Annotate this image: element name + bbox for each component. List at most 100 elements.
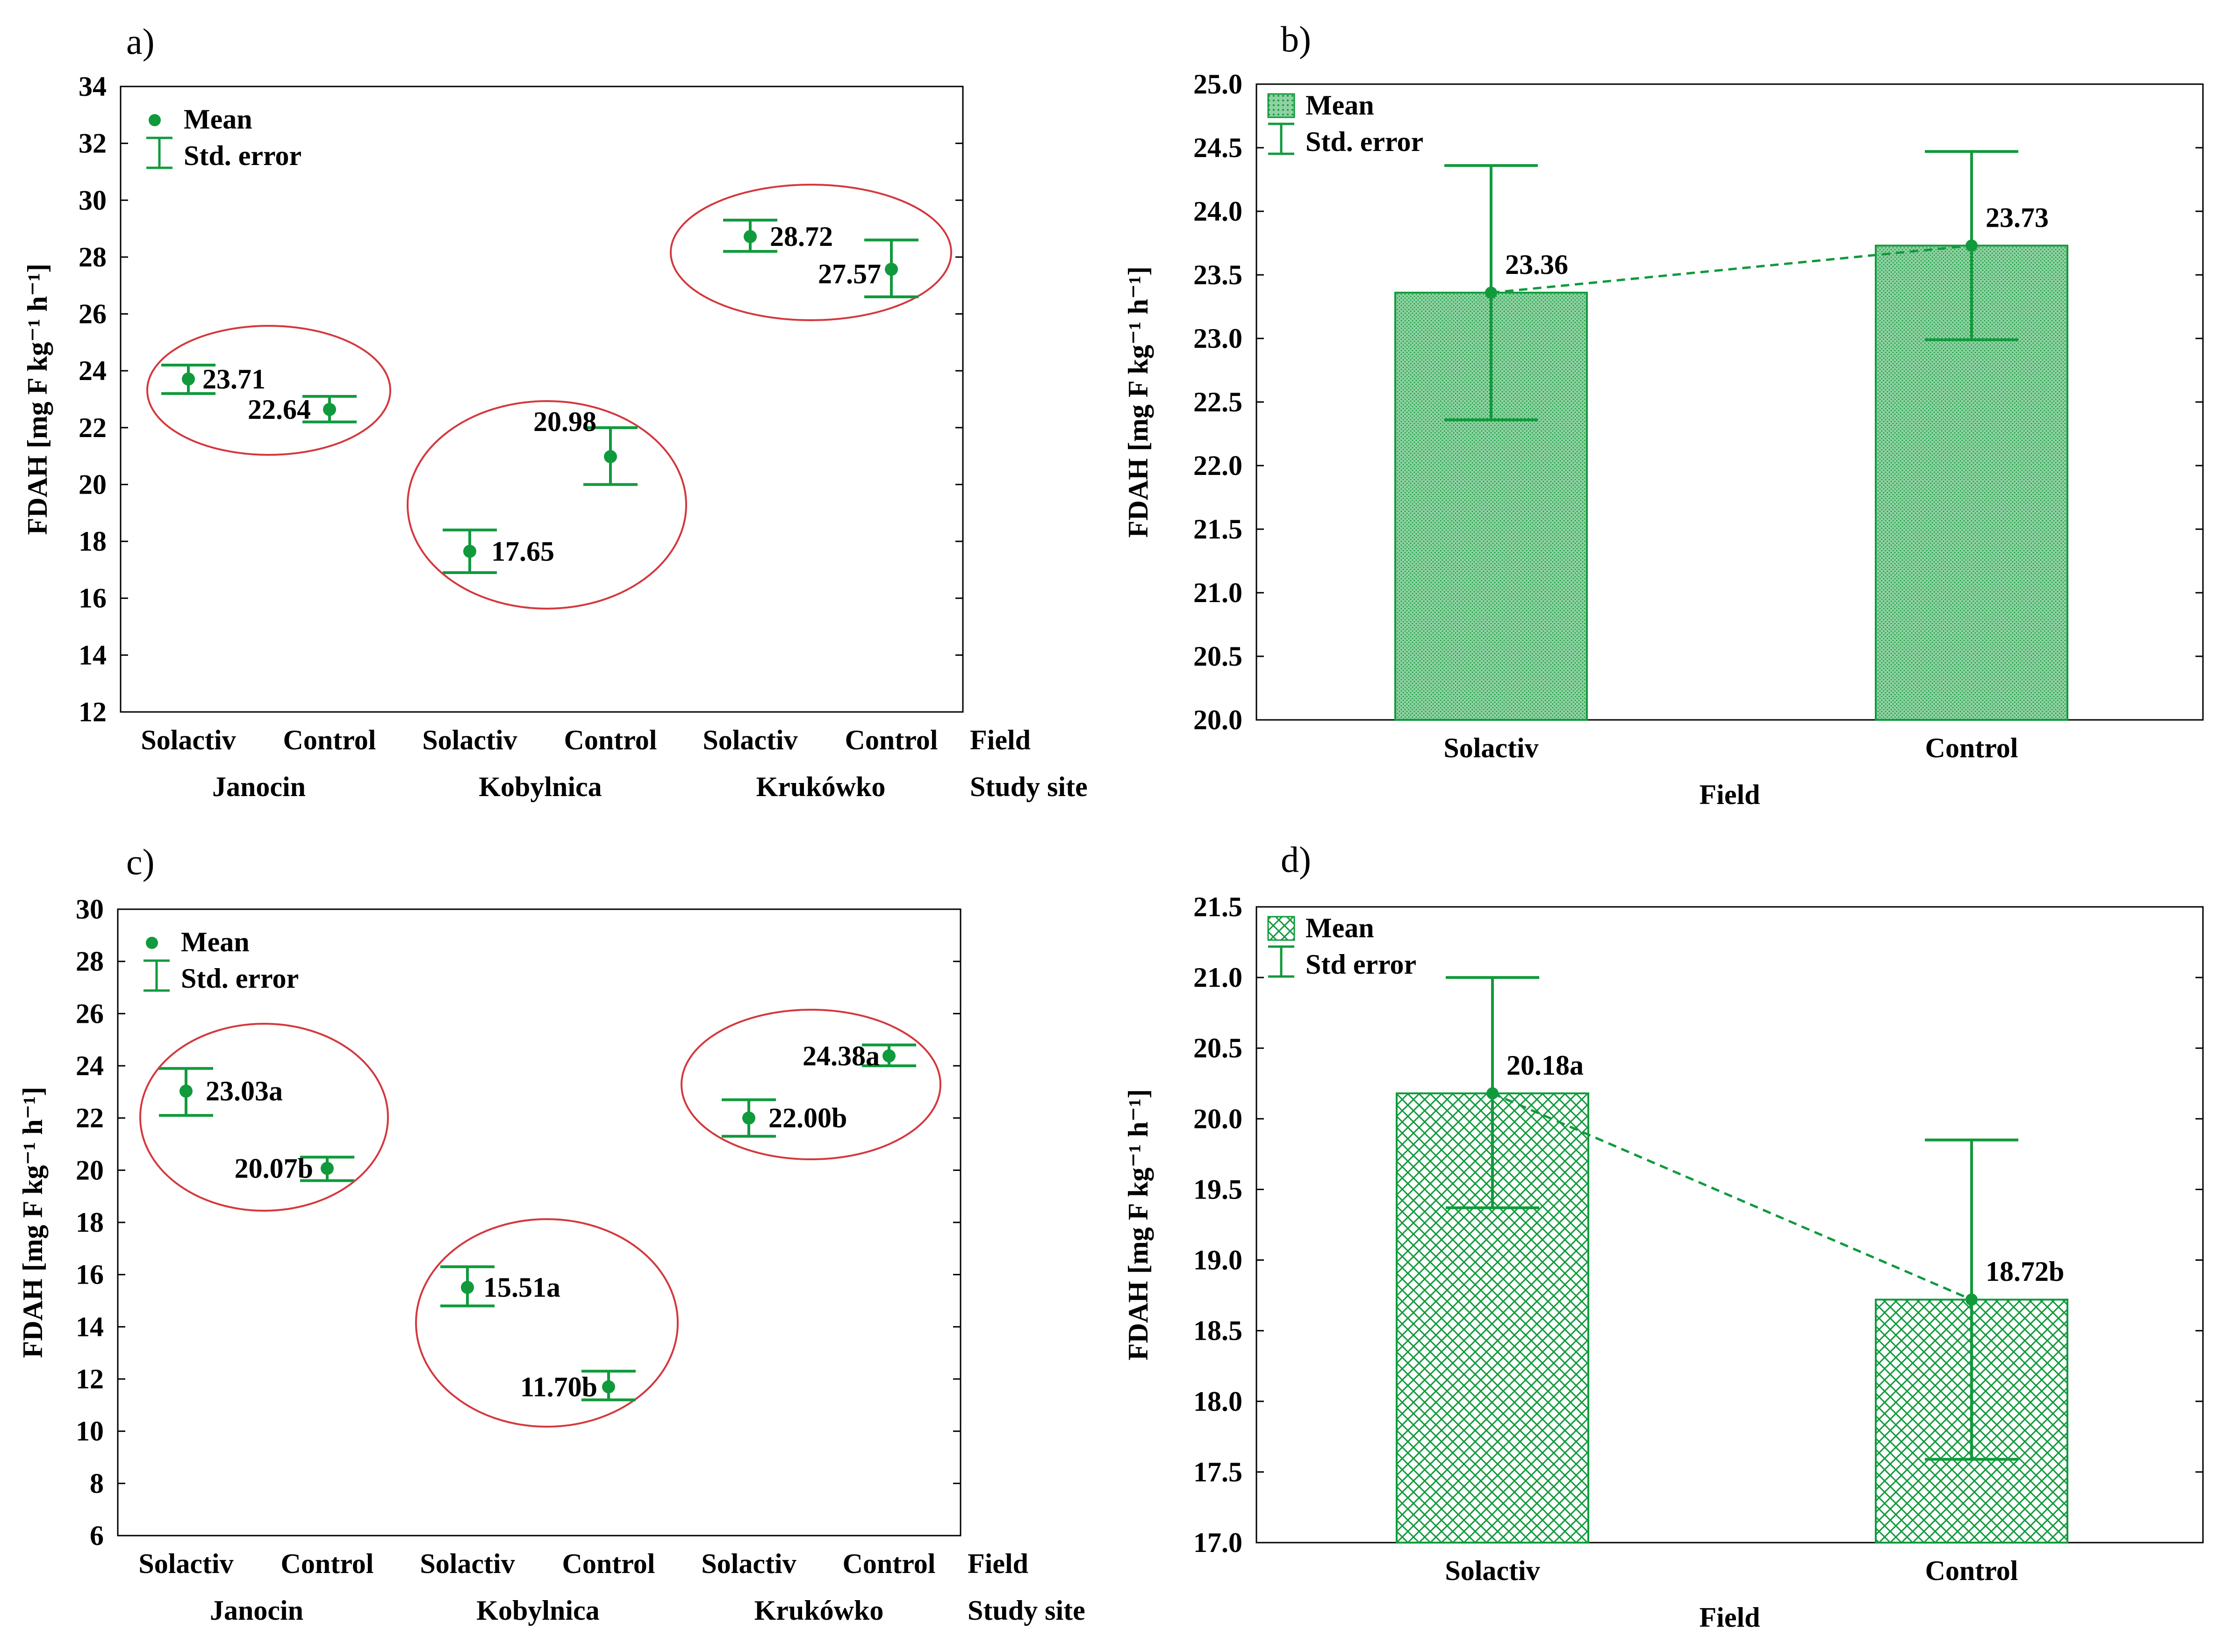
mean-point <box>1485 287 1497 299</box>
mean-point <box>602 1380 615 1393</box>
y-tick-label: 34 <box>79 71 107 102</box>
group-ellipse <box>681 1009 941 1160</box>
legend-err-label: Std. error <box>184 140 301 171</box>
panel-c-letter: c) <box>126 841 155 882</box>
y-axis-label: FDAH [mg F kg⁻¹ h⁻¹] <box>1123 1089 1154 1360</box>
y-tick-label: 26 <box>79 299 107 330</box>
x-group-label: Kobylnica <box>479 771 602 802</box>
x-category-label: Control <box>564 725 657 755</box>
y-tick-label: 18 <box>76 1207 104 1238</box>
y-tick-label: 32 <box>79 128 107 159</box>
data-label: 20.98 <box>533 406 596 437</box>
data-label: 23.71 <box>202 364 265 395</box>
group-ellipse <box>670 184 952 321</box>
y-tick-label: 21.5 <box>1193 891 1242 922</box>
x-group-label: Kobylnica <box>476 1595 599 1626</box>
y-axis-label: FDAH [mg F kg⁻¹ h⁻¹] <box>22 264 53 535</box>
y-tick-label: 20.5 <box>1193 1033 1242 1063</box>
x-group-label: Janocin <box>210 1595 303 1626</box>
y-axis-label: FDAH [mg F kg⁻¹ h⁻¹] <box>17 1087 48 1358</box>
y-tick-label: 22.5 <box>1193 387 1242 417</box>
group-ellipse <box>407 400 687 610</box>
mean-point <box>463 545 476 558</box>
plot-b: 20.0 20.5 21.0 21.5 22.0 22.5 23.0 23.5 24.0 24.5… <box>1123 69 2204 810</box>
y-tick-label: 22.0 <box>1193 450 1242 481</box>
legend-err-label: Std error <box>1306 949 1416 980</box>
data-label: 20.18a <box>1506 1050 1584 1081</box>
y-tick-label: 22 <box>79 412 107 443</box>
legend-mean-label: Mean <box>181 927 250 957</box>
mean-point <box>1486 1087 1499 1099</box>
y-tick-label: 12 <box>76 1364 104 1394</box>
mean-connector-line <box>1491 244 1972 294</box>
x-category-label: Solactiv <box>420 1548 515 1579</box>
x-category-label: Control <box>843 1548 936 1579</box>
x-category-label: Control <box>562 1548 655 1579</box>
y-tick-label: 20.5 <box>1193 641 1242 672</box>
panel-a-letter: a) <box>126 21 155 62</box>
mean-point <box>604 450 617 463</box>
y-tick-label: 23.5 <box>1193 259 1242 290</box>
x-category-label: Solactiv <box>1443 733 1538 763</box>
data-label: 22.64 <box>248 394 311 425</box>
mean-point <box>179 1085 193 1098</box>
plot-c: 6 8 10 12 14 16 18 20 22 24 26 28 30 FDAH [mg F kg⁻¹ … <box>17 894 1085 1626</box>
y-tick-label: 21.0 <box>1193 577 1242 608</box>
x-category-label: Solactiv <box>703 725 797 755</box>
y-tick-label: 20.0 <box>1193 704 1242 735</box>
y-tick-label: 10 <box>76 1416 104 1447</box>
y-axis-label: FDAH [mg F kg⁻¹ h⁻¹] <box>1123 266 1154 538</box>
x-category-label: Solactiv <box>422 725 517 755</box>
legend-mean-label: Mean <box>1306 912 1374 943</box>
mean-point <box>742 1111 755 1125</box>
mean-point <box>885 263 898 276</box>
legend-mean-icon <box>146 937 158 949</box>
mean-point <box>461 1281 474 1294</box>
data-label: 23.73 <box>1986 202 2049 233</box>
y-tick-label: 24 <box>76 1050 104 1081</box>
data-label: 23.36 <box>1505 249 1568 280</box>
plot-a: 12 14 16 18 20 22 24 26 28 30 32 34 FDAH [mg F kg⁻¹ … <box>22 71 1088 802</box>
y-tick-label: 24.0 <box>1193 196 1242 227</box>
mean-point <box>1966 1293 1978 1306</box>
data-label: 18.72b <box>1986 1256 2064 1287</box>
x-factor-label: Field <box>968 1548 1028 1579</box>
y-tick-label: 28 <box>79 242 107 273</box>
x-category-label: Control <box>1925 1555 2018 1586</box>
mean-point <box>321 1162 334 1175</box>
plot-frame <box>117 908 961 1537</box>
data-label: 20.07b <box>235 1153 313 1184</box>
data-label: 17.65 <box>491 536 554 567</box>
group-ellipse <box>146 325 391 456</box>
x-group-factor-label: Study site <box>968 1595 1085 1626</box>
x-category-label: Control <box>283 725 376 755</box>
mean-point <box>182 372 195 386</box>
y-tick-label: 24.5 <box>1193 132 1242 163</box>
y-tick-label: 16 <box>76 1259 104 1290</box>
x-group-factor-label: Study site <box>970 771 1088 802</box>
data-label: 11.70b <box>520 1372 597 1402</box>
mean-point <box>323 402 336 416</box>
panel-c: c) 6 8 10 12 14 16 18 20 22 24 26 28 30 FDAH [mg F kg… <box>17 841 1085 1626</box>
y-tick-label: 17.0 <box>1193 1527 1242 1558</box>
y-tick-label: 28 <box>76 946 104 977</box>
y-tick-label: 19.0 <box>1193 1245 1242 1276</box>
y-tick-label: 8 <box>90 1468 104 1499</box>
y-tick-label: 19.5 <box>1193 1174 1242 1205</box>
y-tick-label: 18.0 <box>1193 1386 1242 1417</box>
legend-err-label: Std. error <box>1306 126 1423 157</box>
data-label: 27.57 <box>818 259 881 289</box>
y-tick-label: 22 <box>76 1103 104 1134</box>
y-tick-label: 24 <box>79 355 107 386</box>
y-tick-label: 18.5 <box>1193 1315 1242 1346</box>
y-tick-label: 26 <box>76 998 104 1029</box>
y-tick-label: 17.5 <box>1193 1457 1242 1487</box>
group-ellipse <box>415 1218 679 1428</box>
x-category-label: Solactiv <box>141 725 236 755</box>
data-label: 22.00b <box>768 1103 847 1134</box>
panel-b-letter: b) <box>1281 19 1311 59</box>
x-category-label: Control <box>281 1548 374 1579</box>
y-tick-label: 23.0 <box>1193 323 1242 354</box>
legend-mean-icon <box>1267 93 1295 118</box>
